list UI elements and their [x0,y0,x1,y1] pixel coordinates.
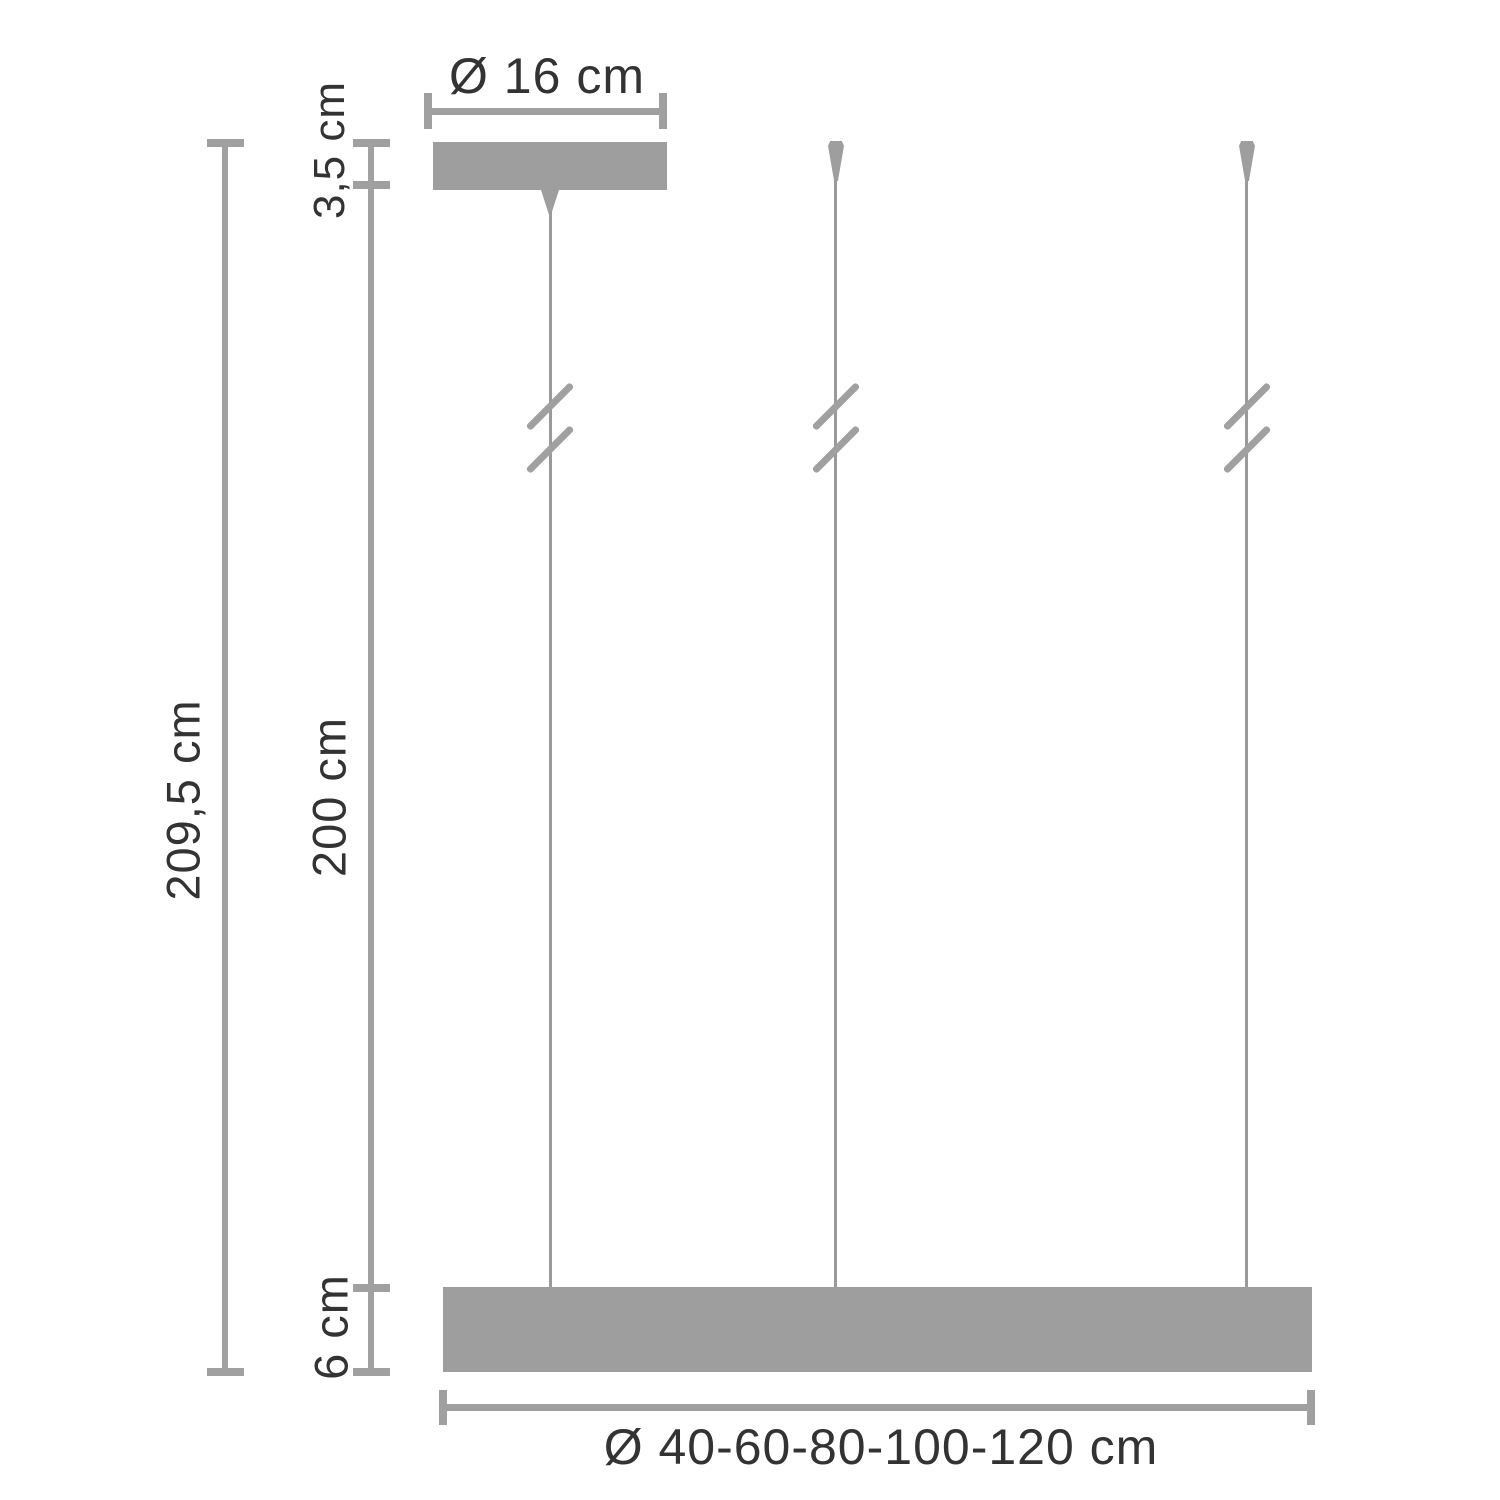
lamp-body [443,1287,1312,1372]
canopy-wire-cone [541,190,559,214]
overall-height-dimension-line [222,143,228,1372]
canopy-diameter-left-tick [424,93,432,129]
body-diameter-right-tick [1307,1390,1315,1425]
canopy-bottom-tick [353,181,390,189]
body-diameter-left-tick [439,1390,447,1425]
body-top-tick [353,1284,390,1292]
suspension-wire-left [549,212,552,1287]
ceiling-connector-middle [828,141,844,181]
canopy-height-label: 3,5 cm [305,80,354,220]
overall-height-bottom-tick [207,1368,244,1376]
canopy-top-tick [353,139,390,147]
body-diameter-dimension-line [443,1404,1311,1411]
overall-height-label: 209,5 cm [156,699,210,901]
suspension-wire-right [1245,180,1248,1287]
canopy-diameter-label: Ø 16 cm [449,48,645,104]
body-bottom-tick [353,1368,390,1376]
overall-height-top-tick [207,139,244,147]
ceiling-connector-right [1239,141,1255,181]
suspension-wire-middle [834,180,837,1287]
body-height-label: 6 cm [304,1274,358,1380]
canopy-diameter-right-tick [659,93,667,129]
inner-dimension-line [368,143,374,1372]
canopy-diameter-dimension-line [428,108,663,115]
ceiling-canopy [433,142,667,190]
suspension-length-label: 200 cm [302,716,356,878]
body-diameter-label: Ø 40-60-80-100-120 cm [603,1419,1159,1475]
